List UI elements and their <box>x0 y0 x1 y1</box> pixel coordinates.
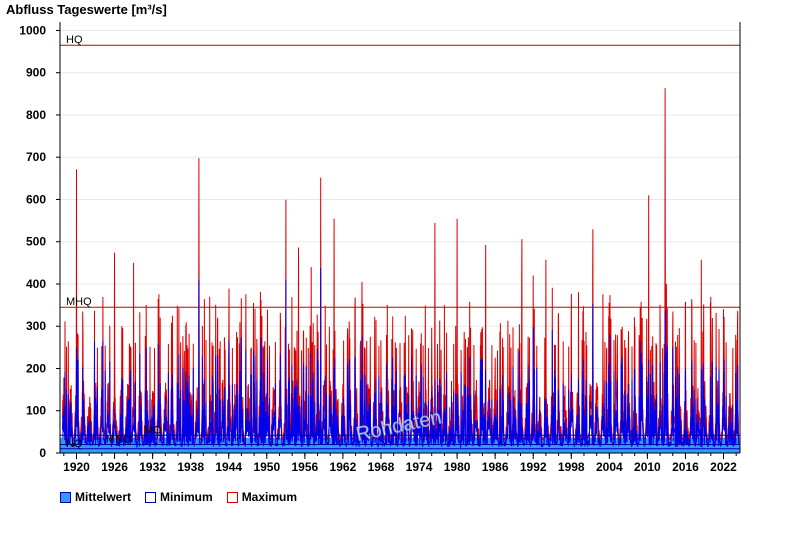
legend-item-mittelwert[interactable]: Mittelwert <box>60 490 131 504</box>
legend-swatch-minimum <box>145 491 157 503</box>
x-tick-label: 2016 <box>672 460 699 474</box>
x-tick-label: 1992 <box>520 460 547 474</box>
x-tick-label: 1974 <box>406 460 433 474</box>
y-tick-label: 100 <box>26 404 46 418</box>
x-tick-label: 2022 <box>710 460 737 474</box>
y-tick-label: 200 <box>26 361 46 375</box>
legend-swatch-maximum <box>226 491 238 503</box>
legend-label-mittelwert: Mittelwert <box>75 490 132 504</box>
x-tick-label: 1986 <box>482 460 509 474</box>
x-tick-label: 1968 <box>368 460 395 474</box>
x-tick-label: 1962 <box>330 460 357 474</box>
reference-label-mnq: MNQ <box>106 434 132 446</box>
x-tick-label: 2004 <box>596 460 623 474</box>
reference-label-nq: NQ <box>66 438 83 450</box>
reference-label-hq: HQ <box>66 34 83 46</box>
x-tick-label: 1920 <box>63 460 90 474</box>
y-tick-label: 400 <box>26 277 46 291</box>
series-layer <box>60 88 740 453</box>
y-tick-label: 500 <box>26 235 46 249</box>
legend-item-maximum[interactable]: Maximum <box>226 490 298 504</box>
y-tick-label: 900 <box>26 66 46 80</box>
x-tick-label: 1944 <box>215 460 242 474</box>
x-tick-label: 1950 <box>253 460 280 474</box>
legend-label-maximum: Maximum <box>241 490 298 504</box>
x-tick-label: 1932 <box>139 460 166 474</box>
series-maximum-line <box>62 88 740 442</box>
legend-label-minimum: Minimum <box>160 490 213 504</box>
x-tick-label: 1938 <box>177 460 204 474</box>
axes <box>56 22 741 459</box>
legend: Mittelwert Minimum Maximum <box>60 490 297 504</box>
x-tick-label: 1956 <box>291 460 318 474</box>
y-tick-label: 700 <box>26 150 46 164</box>
reference-label-mq: MQ <box>144 424 162 436</box>
chart-title: Abfluss Tageswerte [m³/s] <box>6 2 167 17</box>
legend-swatch-mittelwert <box>60 491 71 503</box>
y-tick-label: 0 <box>39 446 46 460</box>
x-tick-label: 1998 <box>558 460 585 474</box>
x-tick-label: 1980 <box>444 460 471 474</box>
y-tick-label: 1000 <box>19 23 46 37</box>
legend-item-minimum[interactable]: Minimum <box>145 490 213 504</box>
reference-lines: HQ MHQ MQ MNQ NQ <box>60 34 740 450</box>
tick-labels: 0 100 200 300 400 500 600 700 800 900 1000 1920 1926… <box>19 23 737 474</box>
y-tick-label: 800 <box>26 108 46 122</box>
y-tick-label: 600 <box>26 192 46 206</box>
y-tick-label: 300 <box>26 319 46 333</box>
x-tick-label: 1926 <box>101 460 128 474</box>
x-tick-label: 2010 <box>634 460 661 474</box>
reference-label-mhq: MHQ <box>66 296 92 308</box>
